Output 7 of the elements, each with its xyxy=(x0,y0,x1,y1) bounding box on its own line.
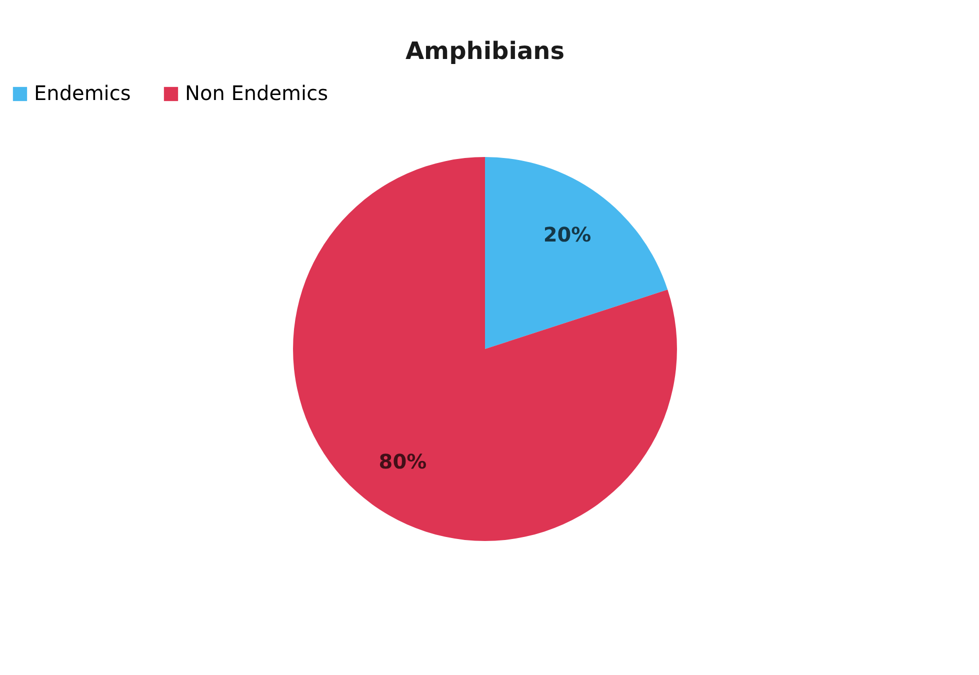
legend-label: Non Endemics xyxy=(185,81,328,105)
pie-slice xyxy=(293,157,677,541)
data-label: 80% xyxy=(378,449,427,474)
data-label: 20% xyxy=(543,222,592,247)
pie-slice xyxy=(485,157,668,349)
chart-title: Amphibians xyxy=(405,37,565,65)
legend-label: Endemics xyxy=(34,81,131,105)
